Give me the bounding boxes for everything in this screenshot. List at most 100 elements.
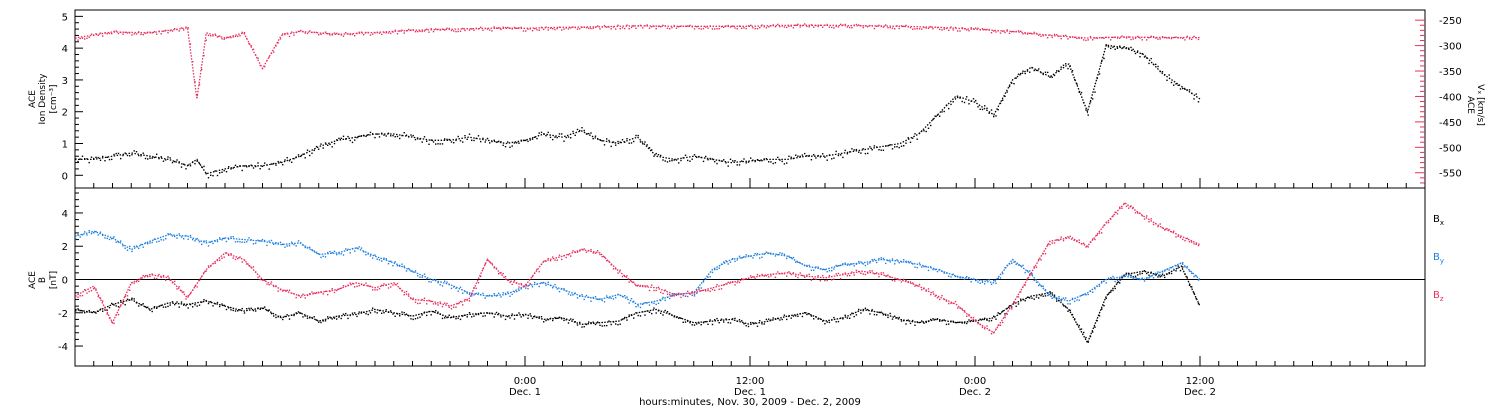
- bz-point: [894, 280, 896, 282]
- by-point: [1112, 275, 1114, 278]
- bx-point: [664, 309, 666, 312]
- vx-point: [484, 27, 486, 30]
- by-point: [1137, 278, 1139, 280]
- bfield-tick-label: -2: [58, 309, 68, 320]
- vx-point: [680, 25, 682, 27]
- by-point: [376, 258, 378, 260]
- vx-point: [340, 34, 342, 36]
- bz-point: [889, 276, 891, 278]
- vx-point: [516, 27, 518, 29]
- density-point: [273, 162, 275, 165]
- bz-point: [583, 248, 585, 250]
- bx-point: [237, 310, 239, 312]
- bx-point: [871, 309, 873, 311]
- bz-point: [923, 287, 925, 289]
- bz-point: [1069, 235, 1071, 237]
- vx-point: [693, 28, 696, 30]
- bx-point: [203, 299, 205, 301]
- vx-point: [167, 32, 169, 34]
- by-point: [333, 250, 336, 252]
- density-point: [336, 139, 338, 141]
- density-point: [1182, 87, 1184, 90]
- density-point: [419, 138, 421, 140]
- density-point: [590, 132, 592, 134]
- density-point: [264, 162, 266, 164]
- by-point: [248, 237, 250, 239]
- vx-point: [183, 29, 185, 31]
- bx-point: [138, 305, 140, 307]
- by-point: [347, 248, 349, 250]
- bx-point: [1085, 336, 1087, 339]
- bx-point: [707, 323, 709, 325]
- bx-point: [835, 321, 837, 323]
- vx-point: [446, 27, 448, 29]
- bx-point: [554, 316, 556, 319]
- by-point: [851, 263, 853, 265]
- vx-point: [691, 26, 693, 28]
- density-point: [1076, 83, 1078, 85]
- by-point: [396, 265, 399, 267]
- bx-point: [147, 306, 149, 308]
- density-point: [608, 139, 610, 142]
- bfield-axis-unit: [nT]: [49, 271, 59, 289]
- vx-point: [882, 26, 885, 28]
- vx-point: [972, 28, 975, 30]
- bz-point: [468, 300, 471, 302]
- density-point: [1164, 74, 1166, 76]
- by-point: [603, 301, 606, 303]
- density-point: [538, 132, 540, 134]
- bz-point: [365, 282, 367, 284]
- bz-point: [702, 289, 705, 291]
- vx-point: [718, 28, 720, 30]
- bx-point: [945, 323, 948, 326]
- bz-point: [1044, 253, 1047, 255]
- by-point: [358, 246, 360, 248]
- vx-point: [498, 27, 500, 29]
- bx-point: [509, 317, 511, 319]
- bx-point: [1137, 274, 1139, 276]
- density-point: [165, 159, 167, 161]
- vx-point: [381, 33, 383, 36]
- by-point: [567, 293, 570, 295]
- by-point: [925, 266, 927, 268]
- by-point: [961, 277, 963, 279]
- by-point: [860, 261, 862, 263]
- vx-point: [313, 31, 315, 33]
- bz-point: [259, 278, 261, 281]
- bx-point: [801, 315, 804, 318]
- bx-point: [709, 319, 711, 321]
- density-point: [718, 159, 720, 162]
- vx-point: [806, 25, 808, 28]
- vx-point: [729, 26, 732, 28]
- vx-point: [581, 26, 583, 29]
- density-point: [1119, 45, 1121, 47]
- density-point: [120, 157, 122, 160]
- by-point: [138, 247, 140, 249]
- bx-point: [932, 318, 934, 320]
- bx-point: [756, 325, 759, 327]
- vx-point: [1004, 31, 1006, 34]
- vx-point: [1188, 38, 1191, 40]
- by-point: [365, 254, 367, 256]
- by-point: [549, 284, 552, 287]
- bz-point: [1047, 244, 1049, 246]
- vx-point: [133, 33, 135, 35]
- bz-point: [630, 280, 633, 283]
- by-point: [1186, 266, 1188, 268]
- density-point: [610, 145, 612, 148]
- bx-point: [772, 317, 774, 319]
- by-point: [79, 236, 81, 238]
- vx-point: [453, 30, 455, 32]
- density-point: [194, 163, 196, 165]
- by-point: [822, 268, 824, 271]
- bx-point: [477, 313, 480, 316]
- by-point: [340, 253, 342, 255]
- bz-point: [907, 281, 909, 283]
- by-point: [833, 268, 835, 270]
- bx-point: [660, 312, 662, 314]
- by-point: [720, 263, 723, 265]
- bz-point: [426, 303, 428, 305]
- density-point: [365, 135, 367, 138]
- bx-point: [844, 314, 846, 316]
- density-point: [106, 156, 108, 158]
